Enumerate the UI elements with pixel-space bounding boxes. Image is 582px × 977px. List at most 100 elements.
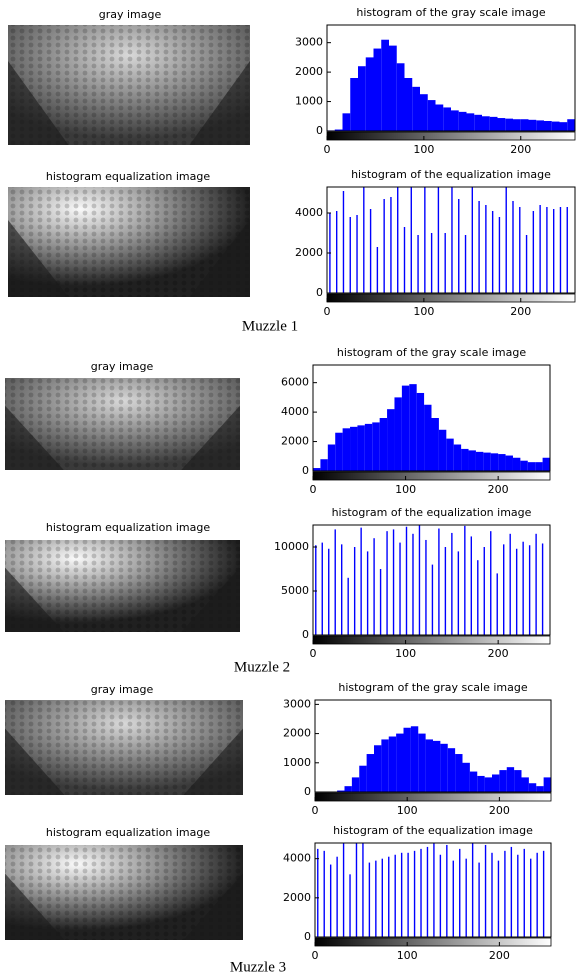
image-shadow <box>5 873 243 940</box>
plot-frame <box>326 24 576 132</box>
image-shadow <box>5 405 240 470</box>
bar <box>420 94 428 131</box>
bar <box>461 448 469 471</box>
bar <box>350 78 358 131</box>
bar <box>543 777 551 792</box>
colorbar <box>314 937 552 947</box>
bar <box>327 444 336 471</box>
histogram-chart: histogram of the gray scale image0200040… <box>281 346 551 496</box>
bar <box>443 107 451 131</box>
colorbar <box>314 792 552 802</box>
bar <box>342 428 351 471</box>
bar <box>520 119 529 131</box>
bar <box>396 63 405 131</box>
bar <box>513 119 521 131</box>
bar <box>389 45 397 131</box>
x-tick-label: 200 <box>489 949 510 962</box>
chart-title: histogram of the equalization image <box>351 168 551 181</box>
image-title: histogram equalization image <box>46 521 210 534</box>
histogram-chart: histogram of the equalization image02000… <box>295 168 576 318</box>
bar <box>458 111 467 131</box>
bar <box>359 765 367 792</box>
bar <box>344 786 352 792</box>
x-tick-label: 100 <box>397 804 418 817</box>
image-title: gray image <box>91 683 154 696</box>
bar <box>469 771 478 792</box>
bar <box>535 462 543 471</box>
bar <box>505 118 513 131</box>
y-tick-label: 4000 <box>281 405 309 418</box>
bar <box>431 418 439 471</box>
y-tick-label: 2000 <box>283 727 311 740</box>
bar <box>412 86 420 131</box>
bar <box>489 116 498 131</box>
bar <box>379 418 388 471</box>
bar <box>403 727 411 792</box>
bar <box>497 118 506 131</box>
chart-title: histogram of the gray scale image <box>337 346 526 359</box>
bar <box>372 422 380 471</box>
bar <box>505 455 513 471</box>
bar <box>425 739 433 792</box>
x-tick-label: 100 <box>395 483 416 496</box>
y-tick-label: 3000 <box>295 36 323 49</box>
bar <box>455 754 463 792</box>
bar <box>350 426 358 471</box>
image-shadow <box>8 61 250 145</box>
chart-title: histogram of the equalization image <box>333 824 533 837</box>
bar <box>453 444 462 471</box>
bar <box>373 48 382 131</box>
x-tick-label: 0 <box>312 804 319 817</box>
y-tick-label: 0 <box>304 785 311 798</box>
y-tick-label: 0 <box>304 930 311 943</box>
bar <box>381 739 389 792</box>
chart-title: histogram of the equalization image <box>332 506 532 519</box>
x-tick-label: 200 <box>488 483 509 496</box>
bar <box>475 451 484 471</box>
bar <box>440 743 448 792</box>
bar <box>499 770 507 792</box>
x-tick-label: 100 <box>413 143 434 156</box>
x-tick-label: 0 <box>312 949 319 962</box>
x-tick-label: 0 <box>310 647 317 660</box>
bar <box>320 459 328 471</box>
bar <box>482 116 490 131</box>
bar <box>313 468 321 471</box>
caption: Muzzle 2 <box>234 659 290 675</box>
y-tick-label: 1000 <box>295 95 323 108</box>
bar <box>498 454 506 471</box>
x-tick-label: 100 <box>395 647 416 660</box>
caption: Muzzle 1 <box>242 318 298 334</box>
bar <box>483 452 491 471</box>
y-tick-label: 0 <box>316 124 323 137</box>
chart-title: histogram of the gray scale image <box>338 681 527 694</box>
image-shadow <box>5 728 243 795</box>
bar <box>514 770 522 792</box>
bar <box>427 100 436 131</box>
plot-frame <box>312 524 551 636</box>
bar <box>551 121 560 131</box>
bar <box>410 726 419 792</box>
bar <box>374 745 382 792</box>
bar <box>484 777 492 792</box>
bar <box>506 767 515 792</box>
bar <box>388 736 397 792</box>
y-tick-label: 2000 <box>295 65 323 78</box>
bar <box>447 748 456 792</box>
image-shadow <box>8 220 250 297</box>
bar <box>381 39 389 131</box>
y-tick-label: 0 <box>316 286 323 299</box>
bar <box>358 66 366 131</box>
bar <box>418 733 426 792</box>
y-tick-label: 1000 <box>283 756 311 769</box>
histogram-chart: histogram of the equalization image 0 5000… <box>274 506 551 660</box>
x-tick-label: 200 <box>510 305 531 318</box>
bar <box>521 777 529 792</box>
y-tick-label: 0 <box>302 628 309 641</box>
bar <box>466 113 475 131</box>
colorbar <box>312 635 551 645</box>
image-shadow <box>5 567 240 632</box>
bar <box>462 762 470 792</box>
bar <box>446 438 454 471</box>
bar <box>536 120 544 131</box>
